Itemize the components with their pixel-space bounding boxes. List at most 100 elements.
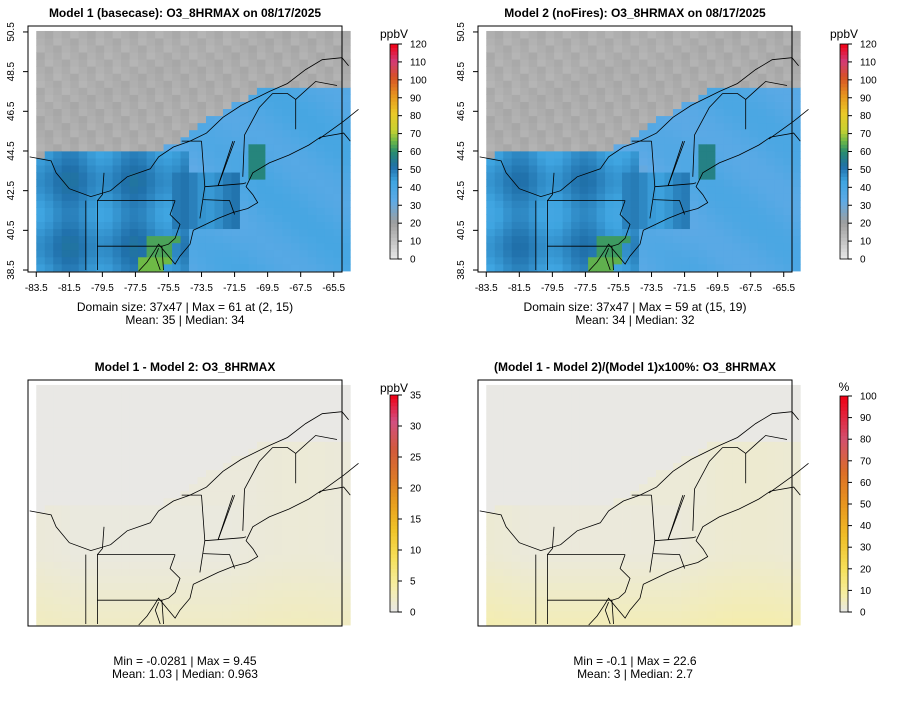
heatmap-cell <box>61 455 71 464</box>
heatmap-cell <box>36 87 46 95</box>
heatmap-cell <box>579 413 589 421</box>
heatmap-cell <box>44 228 54 237</box>
heatmap-cell <box>537 434 547 442</box>
heatmap-cell <box>706 193 716 201</box>
colorbar-label: 70 <box>860 129 872 140</box>
heatmap-cell <box>520 101 530 110</box>
heatmap-cell <box>664 596 674 605</box>
heatmap-cell <box>205 221 215 230</box>
heatmap-cell <box>70 242 80 251</box>
heatmap-cell <box>622 45 631 53</box>
heatmap-cell <box>579 73 589 81</box>
state-boundary <box>547 172 555 201</box>
heatmap-cell <box>222 80 232 88</box>
heatmap-cell <box>214 561 224 569</box>
heatmap-cell <box>715 186 725 194</box>
heatmap-cell <box>282 30 292 39</box>
heatmap-cell <box>112 30 122 39</box>
heatmap-cell <box>554 150 564 159</box>
colorbar-segment <box>390 230 398 235</box>
heatmap-cell <box>537 94 547 102</box>
heatmap-cell <box>87 434 97 442</box>
heatmap-cell <box>239 455 249 464</box>
heatmap-cell <box>791 200 801 208</box>
colorbar-segment <box>390 572 398 577</box>
heatmap-cell <box>562 617 572 626</box>
heatmap-cell <box>307 392 317 400</box>
heatmap-cell <box>316 406 326 414</box>
heatmap-cell <box>689 214 699 222</box>
heatmap-cell <box>554 263 564 272</box>
heatmap-cell <box>214 610 224 619</box>
heatmap-cell <box>290 448 300 456</box>
heatmap-cell <box>265 122 275 131</box>
heatmap-cell <box>520 497 530 506</box>
heatmap-cell <box>112 476 122 485</box>
heatmap-cell <box>112 483 122 492</box>
heatmap-cell <box>205 596 215 605</box>
heatmap-cell <box>486 617 496 626</box>
heatmap-cell <box>341 462 351 471</box>
heatmap-cell <box>180 483 190 492</box>
heatmap-cell <box>87 483 97 492</box>
heatmap-cell <box>605 80 614 88</box>
heatmap-cell <box>613 200 623 208</box>
heatmap-cell <box>639 406 648 414</box>
heatmap-cell <box>214 540 224 548</box>
heatmap-cell <box>121 476 131 485</box>
stats-line-2: Mean: 1.03 | Median: 0.963 <box>112 667 258 681</box>
heatmap-cell <box>545 249 555 258</box>
heatmap-cell <box>766 221 776 230</box>
heatmap-cell <box>290 589 300 598</box>
heatmap-cell <box>265 476 275 485</box>
heatmap-cell <box>155 186 164 194</box>
heatmap-cell <box>222 193 232 201</box>
heatmap-cell <box>494 554 504 562</box>
heatmap-cell <box>622 108 631 117</box>
colorbar-segment <box>390 536 398 541</box>
heatmap-cell <box>78 575 88 584</box>
colorbar-segment <box>390 413 398 418</box>
heatmap-cell <box>486 45 496 53</box>
heatmap-cell <box>554 427 564 435</box>
heatmap-cell <box>70 448 80 456</box>
heatmap-cell <box>664 512 674 520</box>
heatmap-cell <box>630 249 640 258</box>
heatmap-cell <box>749 242 759 251</box>
heatmap-cell <box>78 561 88 569</box>
heatmap-cell <box>639 158 648 166</box>
heatmap-cell <box>537 533 547 541</box>
heatmap-cell <box>503 561 513 569</box>
heatmap-cell <box>341 561 351 569</box>
heatmap-cell <box>61 483 71 492</box>
heatmap-cell <box>129 469 139 478</box>
heatmap-cell <box>239 504 249 513</box>
heatmap-cell <box>180 603 190 612</box>
heatmap-cell <box>53 504 63 513</box>
heatmap-cell <box>545 179 555 187</box>
heatmap-cell <box>520 448 530 456</box>
heatmap-cells <box>36 30 351 272</box>
heatmap-cell <box>613 547 623 555</box>
heatmap-cell <box>341 554 351 562</box>
heatmap-cell <box>155 150 164 159</box>
heatmap-cell <box>537 462 547 471</box>
heatmap-cell <box>222 52 232 60</box>
heatmap-cell <box>78 165 88 173</box>
heatmap-cell <box>706 73 716 81</box>
heatmap-cell <box>146 554 156 562</box>
heatmap-cell <box>341 533 351 541</box>
heatmap-cell <box>121 519 131 527</box>
heatmap-cell <box>579 221 589 230</box>
heatmap-cell <box>613 108 623 117</box>
heatmap-cell <box>706 200 716 208</box>
heatmap-cell <box>579 143 589 152</box>
heatmap-cell <box>579 617 589 626</box>
heatmap-cell <box>664 582 674 591</box>
heatmap-cell <box>129 490 139 499</box>
heatmap-cell <box>324 256 334 265</box>
heatmap-cell <box>537 575 547 584</box>
heatmap-cell <box>664 136 674 145</box>
heatmap-cell <box>545 610 555 619</box>
